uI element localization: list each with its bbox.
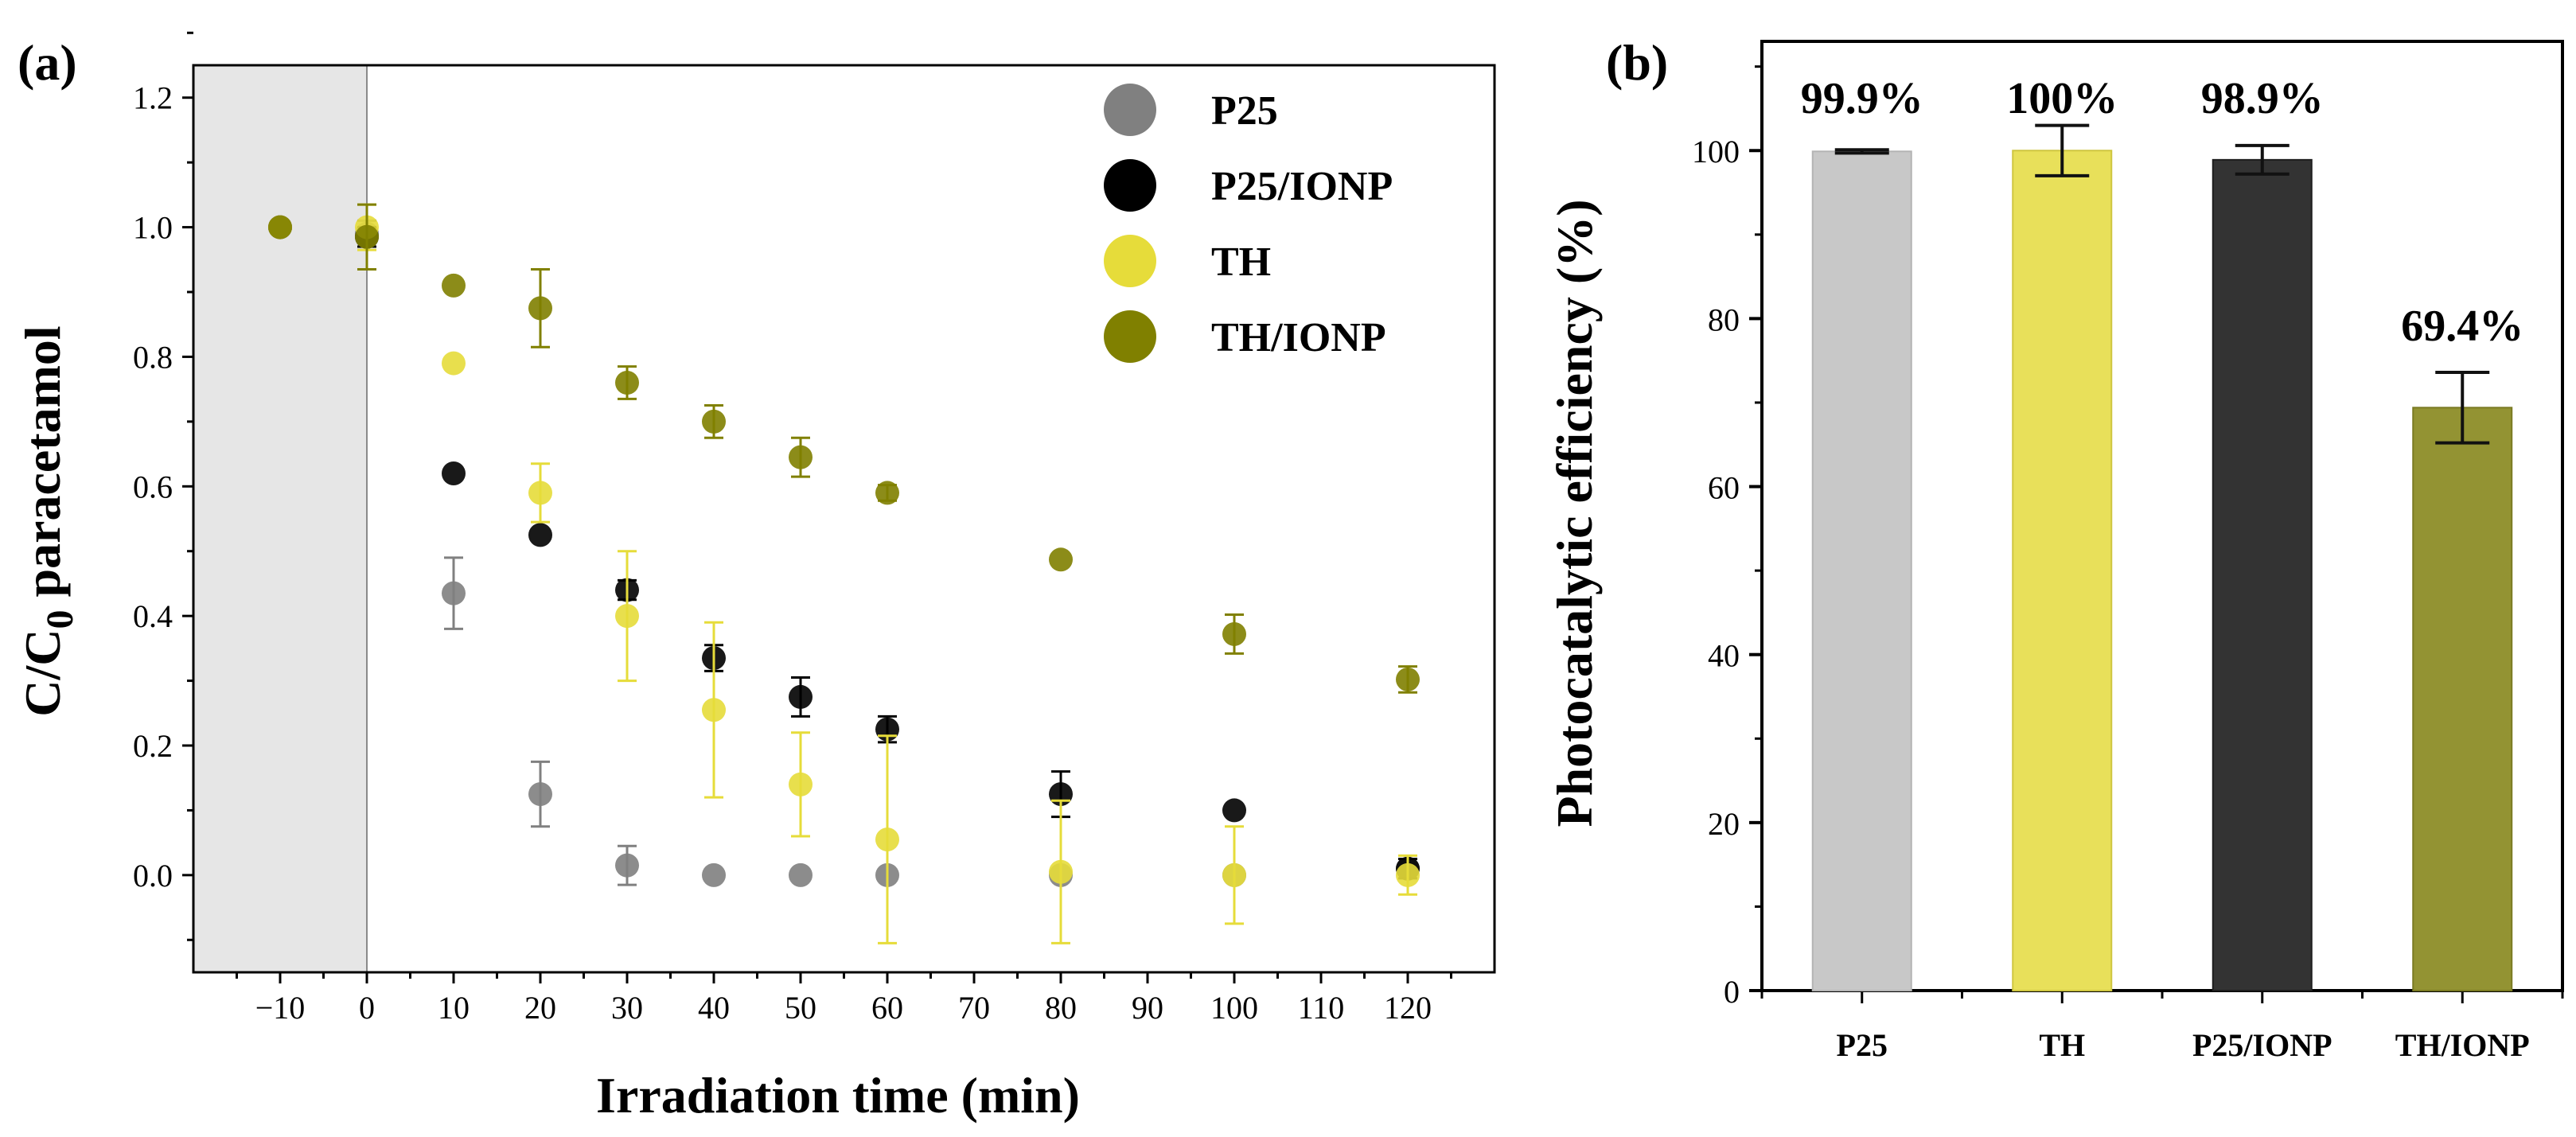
dark-period-shade <box>193 65 368 972</box>
data-label: 98.9% <box>2201 74 2324 123</box>
panel-a-x-axis-title: Irradiation time (min) <box>596 1067 1080 1123</box>
y-tick-label: 0.6 <box>133 469 173 504</box>
panel-a-y-ticks: 0.0 0.2 0.4 0.6 0.8 1.0 1.2 <box>133 31 193 941</box>
legend-label: TH <box>1211 239 1271 285</box>
category-label: TH/IONP <box>2395 1027 2530 1063</box>
y-tick-label: 1.2 <box>133 80 173 116</box>
data-point <box>442 581 466 605</box>
y-tick-label: 40 <box>1708 638 1740 674</box>
panel-b-y-ticks: 0 20 40 60 80 100 <box>1692 65 1762 1010</box>
data-point <box>1049 859 1073 884</box>
panel-a-label: (a) <box>18 34 77 91</box>
data-point <box>528 523 552 547</box>
data-point <box>442 461 466 485</box>
panel-b-bars: 99.9% P25 100% TH 98.9% P25/IONP 69.4% TH/IONP <box>1801 74 2530 1063</box>
panel-b-bar-chart: (b) 0 20 40 60 80 100 99.9% P25 100% TH 98.9% P25/… <box>1546 34 2564 1063</box>
category-label: P25 <box>1837 1027 1888 1063</box>
data-point <box>1222 862 1246 887</box>
data-label: 69.4% <box>2401 302 2523 351</box>
x-tick-label: 110 <box>1298 990 1345 1026</box>
x-tick-label: 80 <box>1045 990 1077 1026</box>
y-tick-label: 80 <box>1708 302 1740 337</box>
data-point <box>702 409 726 434</box>
data-point <box>355 224 379 249</box>
y-tick-label: 0.2 <box>133 728 173 764</box>
legend-label: P25/IONP <box>1211 164 1393 209</box>
data-label: 99.9% <box>1801 74 1923 123</box>
category-label: P25/IONP <box>2192 1027 2332 1063</box>
panel-a-y-axis-title: C/C0 paracetamol <box>14 325 81 716</box>
data-point <box>1396 862 1420 887</box>
data-point <box>615 604 639 629</box>
y-tick-label: 60 <box>1708 470 1740 506</box>
panel-b-y-axis-title: Photocatalytic efficiency (%) <box>1546 199 1603 827</box>
bar-th-ionp <box>2412 407 2513 991</box>
panel-a-x-ticks: −10 0 10 20 30 40 50 60 70 80 90 100 110 120 <box>236 972 1452 1026</box>
data-point <box>442 273 466 298</box>
panel-b-x-ticks <box>1760 991 2564 1003</box>
x-tick-label: 50 <box>785 990 816 1026</box>
x-tick-label: 10 <box>438 990 470 1026</box>
data-point <box>528 296 552 321</box>
data-point <box>615 853 639 878</box>
y-tick-label: 0.4 <box>133 598 173 634</box>
data-point <box>528 782 552 807</box>
category-label: TH <box>2039 1027 2085 1063</box>
x-tick-label: 90 <box>1132 990 1163 1026</box>
x-tick-label: −10 <box>255 990 306 1026</box>
panel-a-legend: P25 P25/IONP TH TH/IONP <box>1104 84 1393 363</box>
data-label: 100% <box>2006 74 2118 123</box>
legend-marker <box>1104 84 1156 136</box>
bar-th <box>2012 150 2113 991</box>
data-point <box>1049 547 1073 572</box>
y-tick-label: 100 <box>1692 134 1740 169</box>
data-point <box>702 862 726 887</box>
data-point <box>268 215 292 239</box>
legend-label: P25 <box>1211 88 1278 134</box>
panel-b-label: (b) <box>1606 34 1668 91</box>
data-point <box>615 371 639 395</box>
data-point <box>789 862 813 887</box>
legend-marker <box>1104 159 1156 212</box>
panel-a-scatter-chart: (a) −10 0 10 20 30 40 50 60 70 80 90 100 110 120 0.00… <box>14 31 1496 1123</box>
data-point <box>442 351 466 376</box>
y-tick-label: 1.0 <box>133 210 173 246</box>
panel-a-data-points <box>268 203 1420 944</box>
legend-marker <box>1104 310 1156 363</box>
data-point <box>702 698 726 722</box>
x-tick-label: 0 <box>359 990 375 1026</box>
data-point <box>528 481 552 505</box>
data-point <box>789 445 813 469</box>
data-point <box>789 772 813 796</box>
data-point <box>1222 621 1246 646</box>
y-tick-label: 20 <box>1708 806 1740 842</box>
x-tick-label: 40 <box>698 990 730 1026</box>
legend-label: TH/IONP <box>1211 315 1386 360</box>
x-tick-label: 30 <box>611 990 643 1026</box>
x-tick-label: 100 <box>1210 990 1258 1026</box>
x-tick-label: 70 <box>958 990 990 1026</box>
x-tick-label: 120 <box>1384 990 1432 1026</box>
data-point <box>875 481 899 505</box>
y-tick-label: 0.8 <box>133 339 173 375</box>
data-point <box>1396 667 1420 691</box>
data-point <box>789 684 813 709</box>
data-point <box>875 827 899 852</box>
x-tick-label: 60 <box>871 990 903 1026</box>
x-tick-label: 20 <box>524 990 556 1026</box>
y-tick-label: 0 <box>1724 974 1740 1010</box>
dark-period-region <box>193 65 367 972</box>
legend-marker <box>1104 235 1156 287</box>
data-point <box>1222 798 1246 823</box>
series-th-ionp <box>268 203 1420 694</box>
bar-p25 <box>1811 150 1912 991</box>
y-tick-label: 0.0 <box>133 858 173 894</box>
bar-p25-ionp <box>2212 158 2313 991</box>
